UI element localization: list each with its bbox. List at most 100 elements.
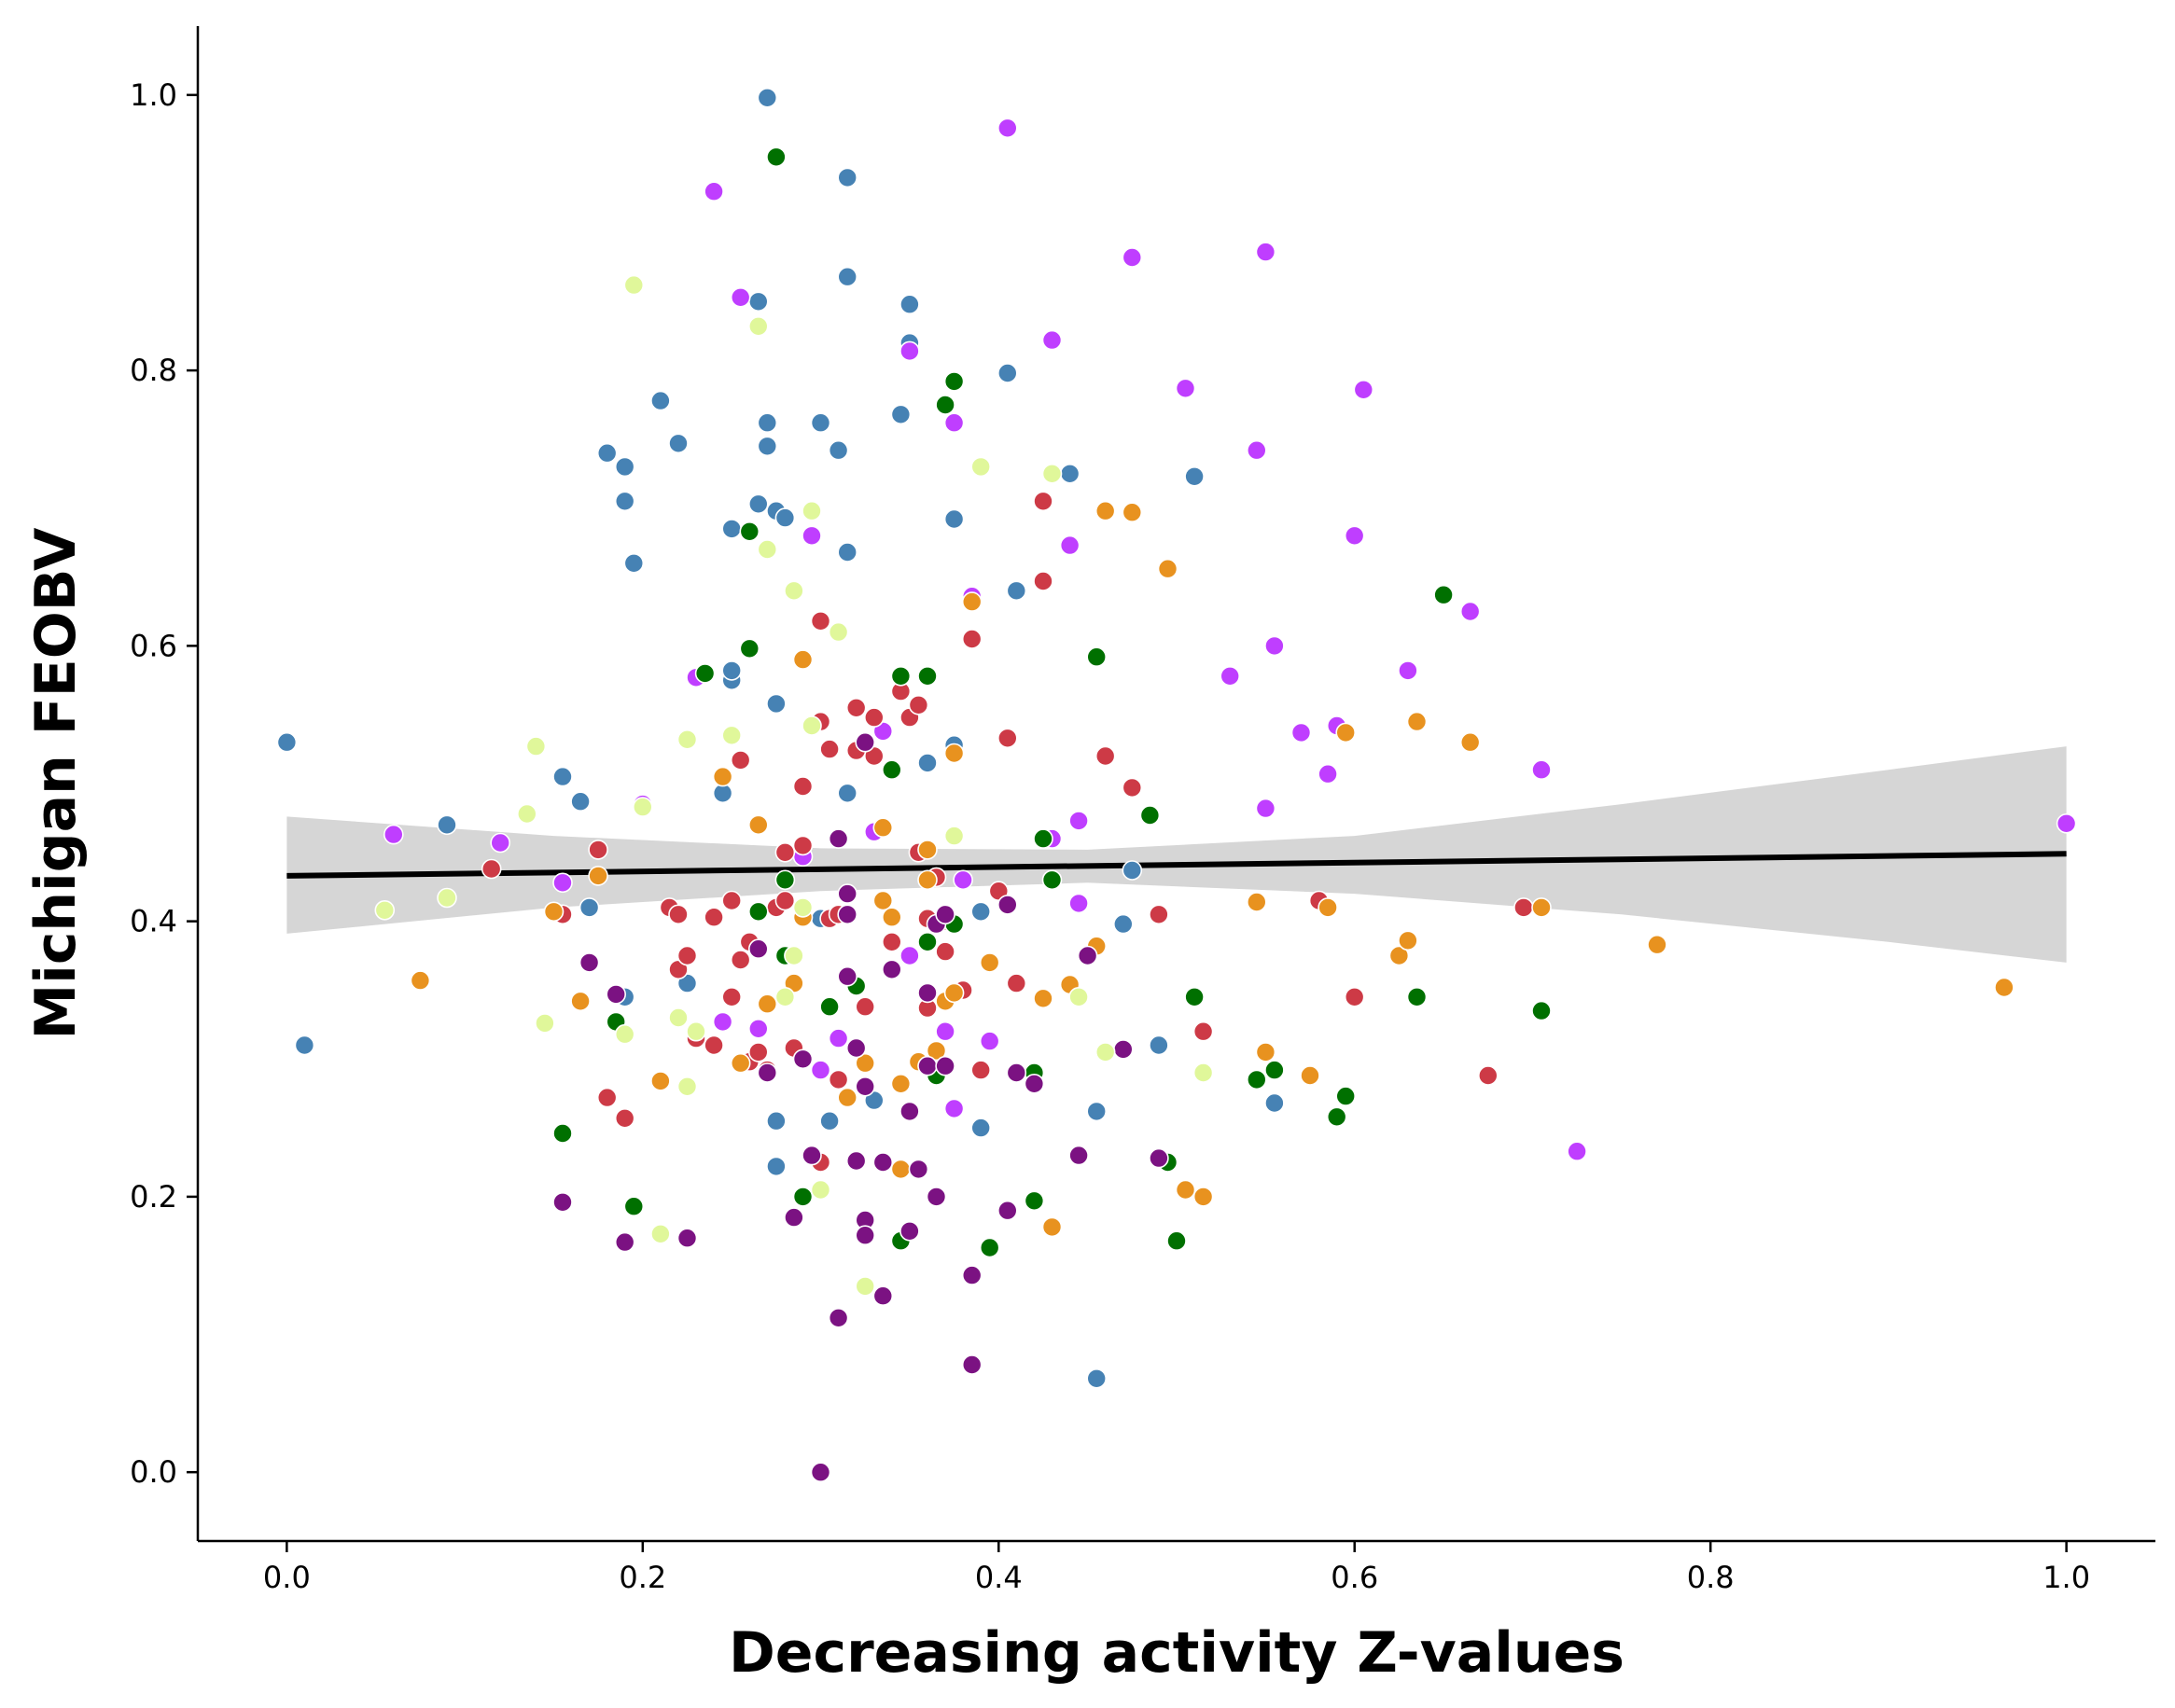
data-point xyxy=(596,1087,618,1108)
data-point xyxy=(828,1308,849,1328)
data-point xyxy=(1326,1106,1347,1128)
data-point xyxy=(525,736,547,757)
y-ticks: 0.0 0.2 0.4 0.6 0.8 1.0 xyxy=(130,77,198,1490)
data-point xyxy=(1024,1190,1045,1212)
data-point xyxy=(668,433,689,454)
x-tick-label: 0.2 xyxy=(619,1560,666,1595)
data-point xyxy=(970,1118,991,1138)
data-point xyxy=(802,1145,822,1166)
data-point xyxy=(1290,722,1312,743)
data-point xyxy=(721,725,743,746)
data-point xyxy=(543,901,565,923)
data-point xyxy=(704,1035,724,1056)
data-point xyxy=(872,890,894,911)
data-point xyxy=(623,274,645,296)
regression-line xyxy=(286,851,2067,879)
series-1 xyxy=(383,118,2077,1161)
data-point xyxy=(837,1087,858,1108)
data-point xyxy=(721,519,743,539)
data-point xyxy=(810,1179,831,1201)
data-point xyxy=(855,1052,876,1074)
data-point xyxy=(757,1062,778,1083)
y-tick-label: 0.4 xyxy=(130,904,177,939)
data-point xyxy=(1122,860,1143,881)
confidence-band xyxy=(286,746,2067,963)
data-point xyxy=(757,436,778,457)
data-point xyxy=(917,753,938,773)
data-point xyxy=(881,759,902,781)
data-point xyxy=(2056,812,2077,834)
data-point xyxy=(828,1069,849,1090)
data-point xyxy=(721,660,743,681)
data-point xyxy=(774,841,796,863)
data-point xyxy=(1344,987,1365,1007)
data-point xyxy=(819,996,840,1017)
points-layer xyxy=(276,88,2077,1482)
y-axis-label: Michigan FEOBV xyxy=(23,527,89,1039)
data-point xyxy=(792,776,814,797)
data-point xyxy=(747,315,769,337)
data-point xyxy=(774,987,796,1007)
data-point xyxy=(1033,988,1053,1009)
data-point xyxy=(1353,379,1374,400)
data-point xyxy=(747,938,769,960)
data-point xyxy=(1264,635,1285,657)
data-point xyxy=(757,412,778,434)
data-point xyxy=(1255,1042,1276,1062)
data-point xyxy=(890,1074,912,1094)
data-point xyxy=(855,1225,876,1245)
data-point xyxy=(792,1187,814,1207)
data-point xyxy=(810,412,831,434)
data-point xyxy=(730,750,751,771)
data-point xyxy=(1024,1074,1045,1094)
data-point xyxy=(845,1150,867,1172)
data-point xyxy=(1567,1141,1587,1161)
data-point xyxy=(632,797,653,817)
data-point xyxy=(721,987,743,1007)
data-point xyxy=(747,1019,769,1039)
data-point xyxy=(979,1031,1000,1051)
data-point xyxy=(1122,777,1143,798)
data-point xyxy=(943,743,965,764)
data-point xyxy=(819,1110,840,1132)
data-point xyxy=(917,869,938,891)
data-point xyxy=(1139,805,1161,826)
regression-line-layer xyxy=(286,851,2067,879)
data-point xyxy=(917,931,938,952)
data-point xyxy=(1094,745,1116,767)
data-point xyxy=(535,1013,555,1034)
data-point xyxy=(1531,897,1552,918)
data-point xyxy=(837,266,858,287)
data-point xyxy=(1094,1042,1116,1062)
data-point xyxy=(676,945,698,966)
data-point xyxy=(935,395,955,415)
data-point xyxy=(845,1037,867,1059)
data-point xyxy=(1300,1065,1320,1086)
data-point xyxy=(810,610,831,632)
series-4 xyxy=(552,146,1552,1258)
data-point xyxy=(1086,646,1107,668)
data-point xyxy=(1531,1000,1552,1021)
data-point xyxy=(792,1048,814,1070)
y-tick-label: 0.8 xyxy=(130,353,177,388)
data-point xyxy=(828,439,849,461)
data-point xyxy=(623,552,645,574)
data-point xyxy=(747,814,769,836)
data-point xyxy=(766,146,787,168)
data-point xyxy=(374,899,396,921)
data-point xyxy=(837,542,858,562)
data-point xyxy=(1247,439,1267,461)
data-point xyxy=(1192,1062,1214,1083)
data-point xyxy=(437,814,457,836)
data-point xyxy=(899,294,920,315)
data-point xyxy=(792,835,814,856)
data-point xyxy=(490,832,511,854)
data-point xyxy=(997,728,1018,749)
data-point xyxy=(784,1207,804,1228)
data-point xyxy=(1068,987,1089,1007)
data-point xyxy=(1264,1092,1285,1114)
data-point xyxy=(1033,828,1053,849)
data-point xyxy=(1994,977,2015,998)
data-point xyxy=(1335,722,1356,743)
data-point xyxy=(516,803,537,825)
